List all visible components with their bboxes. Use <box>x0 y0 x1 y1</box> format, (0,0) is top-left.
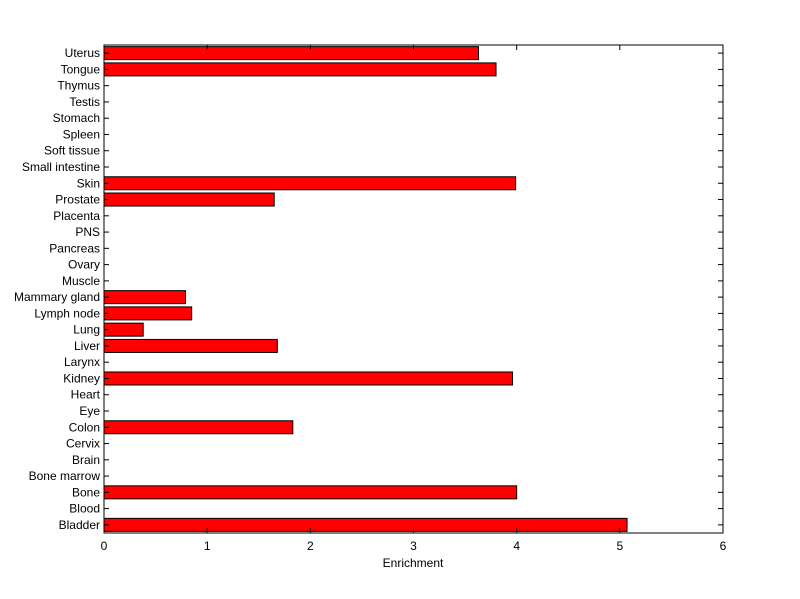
plot-area <box>103 44 724 534</box>
y-tick-label: Eye <box>79 404 100 418</box>
y-tick-label: Heart <box>71 388 101 402</box>
y-tick-label: Brain <box>72 453 100 467</box>
y-tick-label: Soft tissue <box>44 144 100 158</box>
bar-bone <box>103 485 518 500</box>
bar-uterus <box>103 46 479 61</box>
bar-bladder <box>103 517 628 532</box>
y-tick-label: Skin <box>77 176 100 190</box>
x-tick-label: 5 <box>616 539 623 553</box>
bar-prostate <box>103 192 275 207</box>
bar-skin <box>103 176 517 191</box>
y-tick-label: Blood <box>69 502 100 516</box>
y-tick-label: Stomach <box>53 111 100 125</box>
y-tick-label: Testis <box>69 95 100 109</box>
x-tick-label: 4 <box>513 539 520 553</box>
x-tick-label: 2 <box>307 539 314 553</box>
y-tick-label: Uterus <box>65 46 100 60</box>
y-tick-label: Tongue <box>61 62 101 76</box>
x-tick-label: 6 <box>720 539 727 553</box>
bar-lymph-node <box>103 306 193 321</box>
bar-liver <box>103 338 278 353</box>
y-axis: Bladder Blood Bone Bone marrow Brain Cervix Co… <box>14 46 723 532</box>
bar-colon <box>103 420 294 435</box>
x-tick-label: 0 <box>101 539 108 553</box>
y-tick-label: Thymus <box>57 79 100 93</box>
x-tick-label: 1 <box>204 539 211 553</box>
y-tick-label: Cervix <box>66 437 100 451</box>
bar-mammary-gland <box>103 290 186 305</box>
y-tick-label: Liver <box>74 339 100 353</box>
y-tick-label: Placenta <box>53 209 100 223</box>
bar-tongue <box>103 62 497 77</box>
x-axis-label: Enrichment <box>383 556 444 570</box>
y-tick-label: Lung <box>73 323 100 337</box>
bar-kidney <box>103 371 514 386</box>
y-tick-label: Colon <box>69 420 100 434</box>
y-tick-label: Pancreas <box>49 241 100 255</box>
y-tick-label: Spleen <box>63 127 100 141</box>
y-tick-label: Larynx <box>64 355 100 369</box>
y-tick-label: Prostate <box>55 193 100 207</box>
y-tick-label: Muscle <box>62 274 100 288</box>
y-tick-label: Bladder <box>59 518 100 532</box>
y-tick-label: Ovary <box>68 258 100 272</box>
y-tick-label: Mammary gland <box>14 290 100 304</box>
y-tick-label: Lymph node <box>34 306 100 320</box>
bar-lung <box>103 322 144 337</box>
y-tick-label: PNS <box>75 225 100 239</box>
y-tick-label: Bone marrow <box>29 469 101 483</box>
x-axis: 0 1 2 3 4 5 6 <box>101 45 727 553</box>
y-tick-label: Kidney <box>63 371 100 385</box>
y-tick-label: Bone <box>72 485 100 499</box>
y-tick-label: Small intestine <box>22 160 100 174</box>
x-tick-label: 3 <box>410 539 417 553</box>
